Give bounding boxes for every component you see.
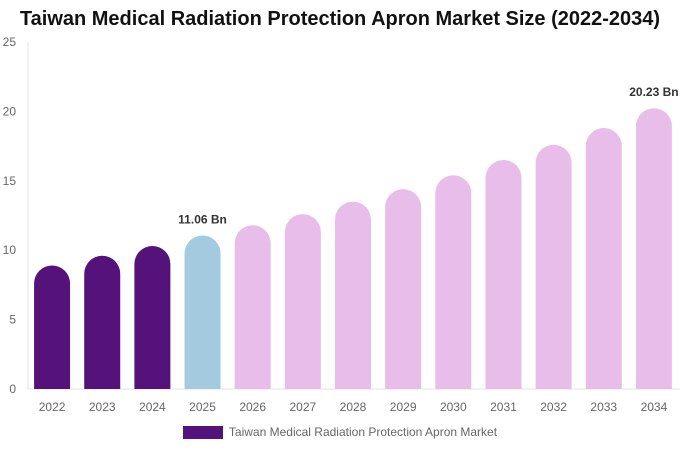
- x-tick-label: 2029: [390, 400, 417, 414]
- x-axis: 2022 2023 2024 2025 2026 2027 2028 2029 2030 2031…: [28, 388, 680, 414]
- x-tick-label: 2026: [239, 400, 266, 414]
- bar-2027: [284, 214, 321, 389]
- x-tick-label: 2022: [39, 400, 66, 414]
- data-label-2025: 11.06 Bn: [178, 212, 227, 226]
- bar-2030: [435, 175, 472, 389]
- data-label-2034: 20.23 Bn: [629, 85, 678, 99]
- x-tick-label: 2027: [289, 400, 316, 414]
- x-tick-label: 2032: [540, 400, 567, 414]
- bar-2032: [535, 144, 572, 389]
- x-tick-label: 2033: [590, 400, 617, 414]
- y-tick-label: 25: [3, 35, 17, 49]
- legend-swatch: [182, 425, 223, 439]
- bar-2034: [635, 108, 672, 389]
- x-tick-label: 2024: [139, 400, 166, 414]
- y-tick-label: 0: [9, 382, 16, 396]
- data-labels: 11.06 Bn 20.23 Bn: [178, 85, 678, 226]
- x-tick-label: 2034: [641, 400, 668, 414]
- x-tick-label: 2031: [490, 400, 517, 414]
- y-tick-label: 20: [3, 104, 17, 118]
- legend: Taiwan Medical Radiation Protection Apro…: [0, 425, 680, 439]
- bar-2031: [485, 159, 522, 389]
- bar-2026: [234, 225, 271, 389]
- bar-2025: [184, 235, 221, 389]
- y-tick-label: 10: [3, 243, 17, 257]
- x-tick-label: 2025: [189, 400, 216, 414]
- y-tick-label: 15: [3, 174, 17, 188]
- x-tick-label: 2023: [89, 400, 116, 414]
- bar-2023: [84, 255, 121, 389]
- bar-2029: [385, 189, 422, 389]
- legend-label: Taiwan Medical Radiation Protection Apro…: [228, 425, 498, 439]
- bar-2024: [134, 246, 171, 389]
- bar-2022: [34, 265, 71, 389]
- bar-2033: [585, 128, 622, 389]
- x-tick-label: 2030: [440, 400, 467, 414]
- bar-2028: [335, 201, 371, 389]
- x-tick-label: 2028: [340, 400, 367, 414]
- y-tick-label: 5: [9, 313, 16, 327]
- chart-title: Taiwan Medical Radiation Protection Apro…: [19, 8, 661, 30]
- bars: [34, 108, 672, 389]
- y-axis: 0 5 10 15 20 25: [3, 35, 29, 396]
